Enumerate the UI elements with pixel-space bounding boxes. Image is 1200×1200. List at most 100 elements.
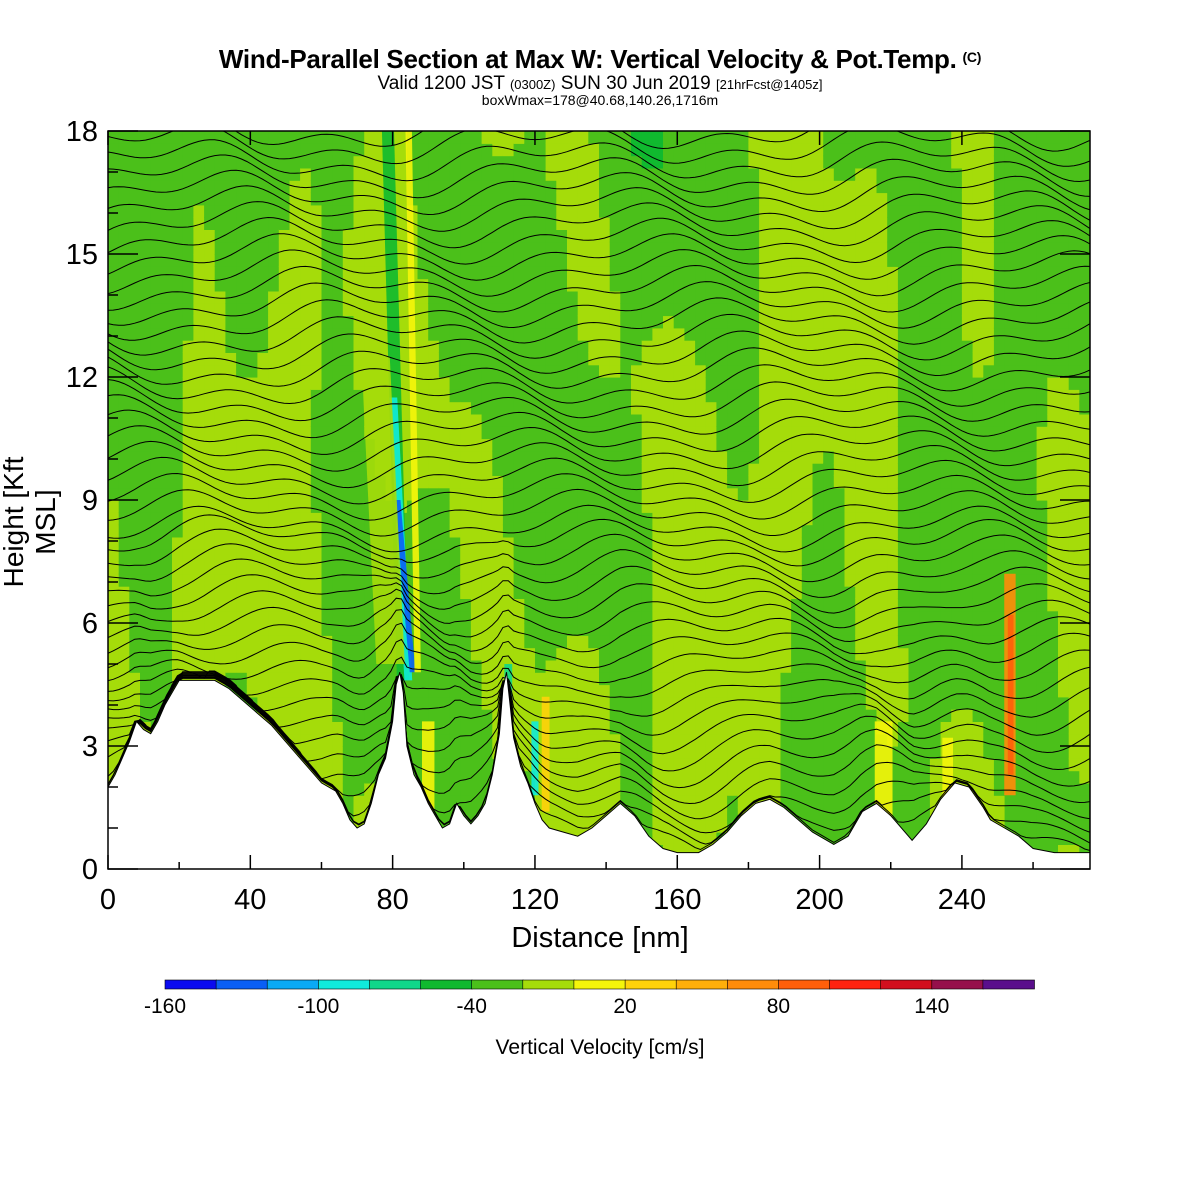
theta-contour-19 [108,514,1090,567]
theta-contour-15 [108,574,1090,629]
colorbar-swatch-10 [675,979,729,990]
colorbar-swatch-12 [778,979,831,990]
theta-contour-30 [108,347,1090,392]
y-tick-label-0: 0 [82,854,98,886]
theta-contour-33 [108,297,1090,345]
x-tick-label-0: 0 [100,884,116,916]
colorbar-swatch-3 [318,979,371,990]
colorbar-swatch-1 [215,979,269,990]
chart-title: Wind-Parallel Section at Max W: Vertical… [218,44,982,74]
x-tick-label-4: 160 [653,884,701,916]
theta-contour-17 [108,543,1090,598]
colorbar-label: Vertical Velocity [cm/s] [495,1036,705,1059]
theta-contour-44 [108,131,1090,167]
forecast-info: [21hrFcst@1405z] [716,77,823,92]
terrain [107,672,1091,870]
valid-date: SUN 30 Jun 2019 [560,73,711,94]
colorbar-swatch-2 [266,979,320,990]
theta-contour-32 [108,313,1090,361]
theta-contour-1 [108,677,1090,845]
colorbar-swatch-7 [522,979,575,990]
theta-contour-4 [108,674,1090,805]
theta-contour-23 [108,456,1090,505]
velocity-cell-9 [1007,614,1014,775]
axis-ticks [107,130,1090,870]
velocity-cell-12 [421,721,435,812]
theta-contour-35 [108,264,1090,313]
colorbar-tick-3: 20 [613,995,636,1018]
velocity-cell-11 [942,737,954,804]
theta-contour-25 [108,425,1090,472]
velocity-cell-7 [541,696,550,812]
theta-contour-40 [108,185,1090,232]
valid-utc: (0300Z) [509,77,556,92]
theta-contour-8 [108,671,1090,736]
y-tick-label-6: 18 [66,116,98,148]
velocity-cell-3 [405,131,421,673]
theta-contour-3 [108,675,1090,820]
theta-contours [108,131,1090,851]
colorbar-swatch-5 [420,979,473,990]
theta-contour-0 [108,677,1090,851]
theta-contour-26 [108,409,1090,455]
theta-contour-38 [108,216,1090,265]
theta-contour-9 [108,656,1090,718]
theta-contour-36 [108,249,1090,297]
colorbar-tick-5: 140 [914,995,949,1018]
y-tick-label-4: 12 [66,362,98,394]
theta-contour-12 [108,609,1090,669]
theta-contour-13 [108,597,1090,655]
velocity-cell-2 [394,500,416,673]
theta-contour-20 [108,504,1090,553]
theta-contour-37 [108,233,1090,281]
theta-contour-16 [108,558,1090,614]
x-tick-label-6: 240 [938,884,986,916]
theta-contour-28 [108,379,1090,422]
theta-contour-29 [108,364,1090,407]
theta-contour-42 [108,154,1090,199]
y-axis-label: Height [Kft MSL] [0,456,61,588]
chart-subtitle-valid: Valid 1200 JST (0300Z) SUN 30 Jun 2019 [… [0,73,1200,95]
colorbar-tick-1: -100 [297,995,339,1018]
theta-contour-21 [108,488,1090,537]
copyright-mark: (C) [962,49,982,65]
theta-contour-45 [234,131,1090,152]
x-axis-label: Distance [nm] [511,922,689,954]
colorbar-swatch-15 [931,979,984,990]
velocity-cell-10 [874,721,893,828]
colorbar-swatch-9 [624,979,677,990]
theta-contour-22 [108,472,1090,521]
theta-contour-43 [108,139,1090,183]
y-tick-label-3: 9 [82,485,98,517]
theta-contour-41 [108,169,1090,216]
theta-contour-24 [108,440,1090,489]
chart-subtitle-boxmax: boxWmax=178@40.68,140.26,1716m [481,92,719,108]
colorbar-swatch-11 [726,979,780,990]
y-tick-label-5: 15 [66,239,98,271]
y-tick-label-2: 6 [82,608,98,640]
theta-contour-7 [108,672,1090,755]
colorbar-swatch-6 [471,979,524,990]
x-tick-label-1: 40 [234,884,266,916]
theta-contour-2 [108,676,1090,834]
theta-contour-14 [108,588,1090,643]
colorbar-swatch-16 [982,979,1035,990]
theta-contour-5 [108,673,1090,789]
theta-contour-6 [108,672,1090,772]
y-tick-label-1: 3 [82,731,98,763]
theta-contour-10 [108,638,1090,700]
x-tick-label-2: 80 [377,884,409,916]
colorbar-swatch-14 [880,979,933,990]
colorbar-tick-0: -160 [144,995,186,1018]
colorbar-swatch-0 [164,979,217,990]
theta-contour-11 [108,622,1090,684]
x-tick-label-3: 120 [511,884,559,916]
theta-contour-31 [108,330,1090,377]
valid-prefix: Valid 1200 JST [377,73,505,94]
theta-contour-34 [108,281,1090,329]
theta-contour-18 [108,528,1090,583]
colorbar-swatch-8 [573,979,626,990]
colorbar-swatch-4 [369,979,422,990]
theta-contour-27 [108,394,1090,439]
